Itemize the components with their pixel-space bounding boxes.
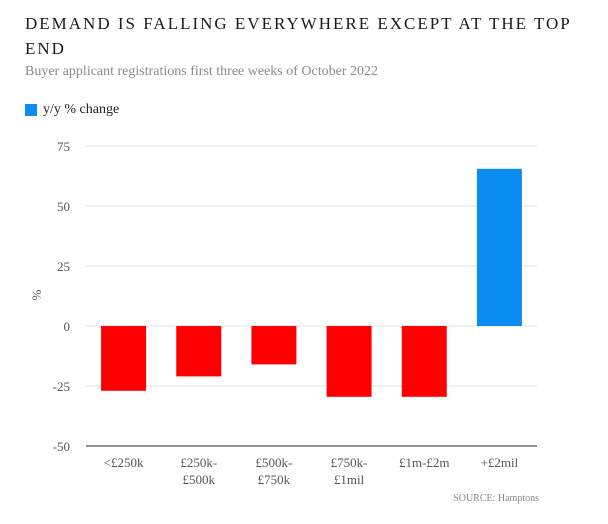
y-tick-label: -50 <box>53 439 70 454</box>
chart-title: DEMAND IS FALLING EVERYWHERE EXCEPT AT T… <box>25 14 572 58</box>
y-tick-label: -25 <box>53 379 70 394</box>
x-tick-label: £250k-£500k <box>180 455 217 487</box>
source-note: SOURCE: Hamptons <box>453 493 539 504</box>
legend-label: y/y % change <box>43 102 120 117</box>
bar <box>476 168 522 326</box>
x-tick-label: £750k-£1mil <box>331 455 368 487</box>
bars <box>101 168 522 397</box>
y-tick-label: 50 <box>57 199 70 214</box>
bar <box>326 326 372 397</box>
y-axis-label: % <box>29 289 44 300</box>
y-tick-label: 25 <box>57 259 70 274</box>
x-tick-label: £500k-£750k <box>255 455 292 487</box>
y-tick-label: 0 <box>64 319 71 334</box>
legend-swatch <box>25 104 37 116</box>
y-tick-label: 75 <box>57 139 70 154</box>
bar <box>251 326 297 365</box>
x-tick-label: <£250k <box>104 455 144 470</box>
bar <box>101 326 147 391</box>
gridlines <box>86 145 537 387</box>
y-axis-ticks: 75 50 25 0 -25 -50 <box>53 139 70 454</box>
bar <box>176 326 222 377</box>
legend: y/y % change <box>25 102 119 118</box>
x-tick-label: £1m-£2m <box>399 455 450 470</box>
bar <box>401 326 447 397</box>
x-axis-ticks: <£250k £250k-£500k £500k-£750k £750k-£1mil £… <box>104 455 519 487</box>
chart-subtitle: Buyer applicant registrations first thre… <box>25 64 379 79</box>
x-tick-label: +£2mil <box>481 455 519 470</box>
